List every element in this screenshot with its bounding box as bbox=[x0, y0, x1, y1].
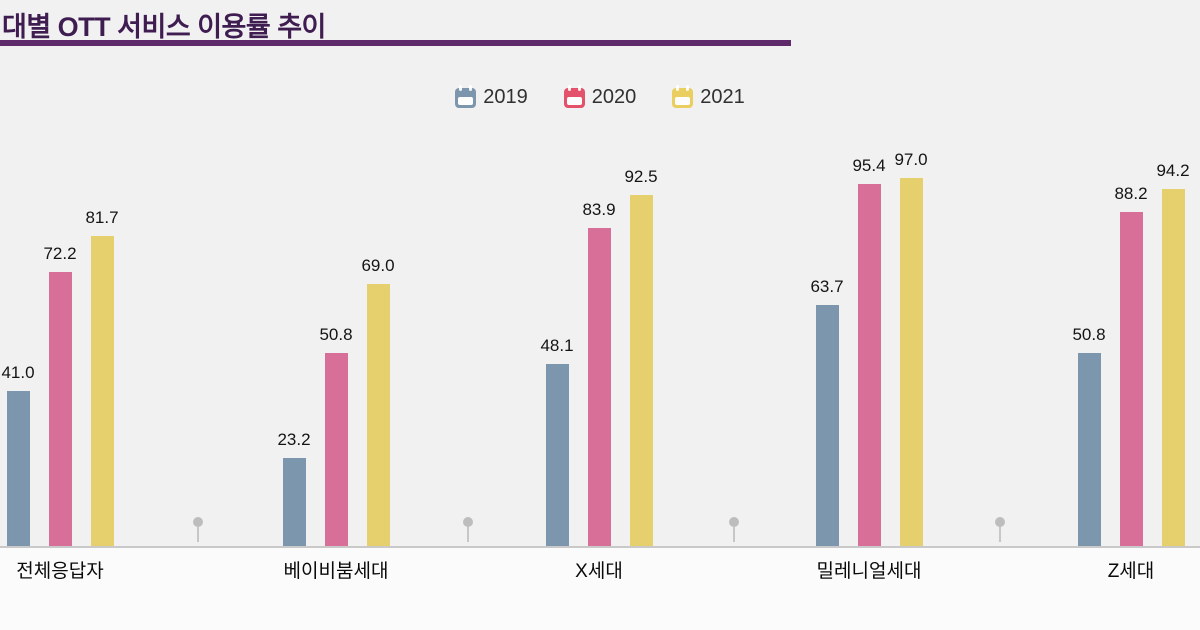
legend-year-label: 2019 bbox=[483, 86, 528, 108]
bar-value-label: 72.2 bbox=[43, 244, 77, 263]
category-label-X세대: X세대 bbox=[575, 561, 623, 582]
bar-2020-전체응답자 bbox=[48, 272, 72, 546]
bar-2019-전체응답자 bbox=[6, 391, 30, 546]
axis-divider-pin-icon bbox=[994, 517, 1006, 542]
legend-item-2019: 2019 bbox=[455, 84, 528, 109]
bar-value-label: 97.0 bbox=[894, 150, 928, 169]
bar-2020-X세대 bbox=[587, 228, 611, 546]
plot-area: 41.0 72.2 81.7 23.2 50.8 69.0 48.1 83.9 92.5 63.7… bbox=[1, 150, 1190, 546]
bar-value-label: 41.0 bbox=[1, 363, 35, 382]
chart-title: 대별 OTT 서비스 이용률 추이 bbox=[2, 12, 326, 42]
x-axis-line bbox=[0, 546, 1200, 548]
bar-2020-베이비붐세대 bbox=[324, 353, 348, 546]
legend-year-label: 2020 bbox=[591, 86, 637, 108]
bar-value-label: 50.8 bbox=[1072, 325, 1106, 344]
bar-2021-전체응답자 bbox=[90, 236, 114, 546]
bar-2019-밀레니얼세대 bbox=[815, 305, 839, 546]
bar-value-label: 92.5 bbox=[624, 167, 658, 186]
bar-value-label: 95.4 bbox=[852, 156, 886, 175]
bar-2019-X세대 bbox=[545, 364, 569, 546]
bar-value-label: 88.2 bbox=[1114, 184, 1148, 203]
bar-2020-Z세대 bbox=[1119, 212, 1143, 546]
category-label-밀레니얼세대: 밀레니얼세대 bbox=[816, 561, 922, 582]
bar-2021-밀레니얼세대 bbox=[899, 178, 923, 546]
bar-value-label: 23.2 bbox=[277, 430, 311, 449]
calendar-icon bbox=[563, 84, 585, 108]
axis-divider-pin-icon bbox=[728, 517, 740, 542]
bar-value-label: 63.7 bbox=[810, 277, 844, 296]
bar-value-label: 81.7 bbox=[85, 208, 119, 227]
legend-item-2021: 2021 bbox=[672, 84, 745, 109]
legend-year-label: 2021 bbox=[700, 86, 745, 108]
bar-2021-Z세대 bbox=[1161, 189, 1185, 546]
legend-item-2020: 2020 bbox=[563, 84, 637, 109]
bar-value-label: 94.2 bbox=[1156, 161, 1190, 180]
category-label-전체응답자: 전체응답자 bbox=[16, 561, 104, 582]
axis-divider-pin-icon bbox=[192, 517, 204, 542]
bar-value-label: 48.1 bbox=[540, 336, 574, 355]
axis-divider-pin-icon bbox=[462, 517, 474, 542]
bar-2019-Z세대 bbox=[1077, 353, 1101, 546]
bar-2021-X세대 bbox=[629, 195, 653, 546]
bar-2020-밀레니얼세대 bbox=[857, 184, 881, 546]
bar-value-label: 50.8 bbox=[319, 325, 353, 344]
category-label-Z세대: Z세대 bbox=[1107, 561, 1155, 582]
category-label-베이비붐세대: 베이비붐세대 bbox=[283, 561, 389, 582]
calendar-icon bbox=[455, 84, 477, 108]
legend: 2019 2020 2021 bbox=[0, 84, 1200, 109]
bar-2021-베이비붐세대 bbox=[366, 284, 390, 546]
axis-lower-area bbox=[0, 548, 1200, 630]
bar-2019-베이비붐세대 bbox=[282, 458, 306, 546]
title-underline bbox=[0, 40, 791, 46]
bar-value-label: 83.9 bbox=[582, 200, 616, 219]
calendar-icon bbox=[672, 84, 694, 108]
bar-value-label: 69.0 bbox=[361, 256, 395, 275]
